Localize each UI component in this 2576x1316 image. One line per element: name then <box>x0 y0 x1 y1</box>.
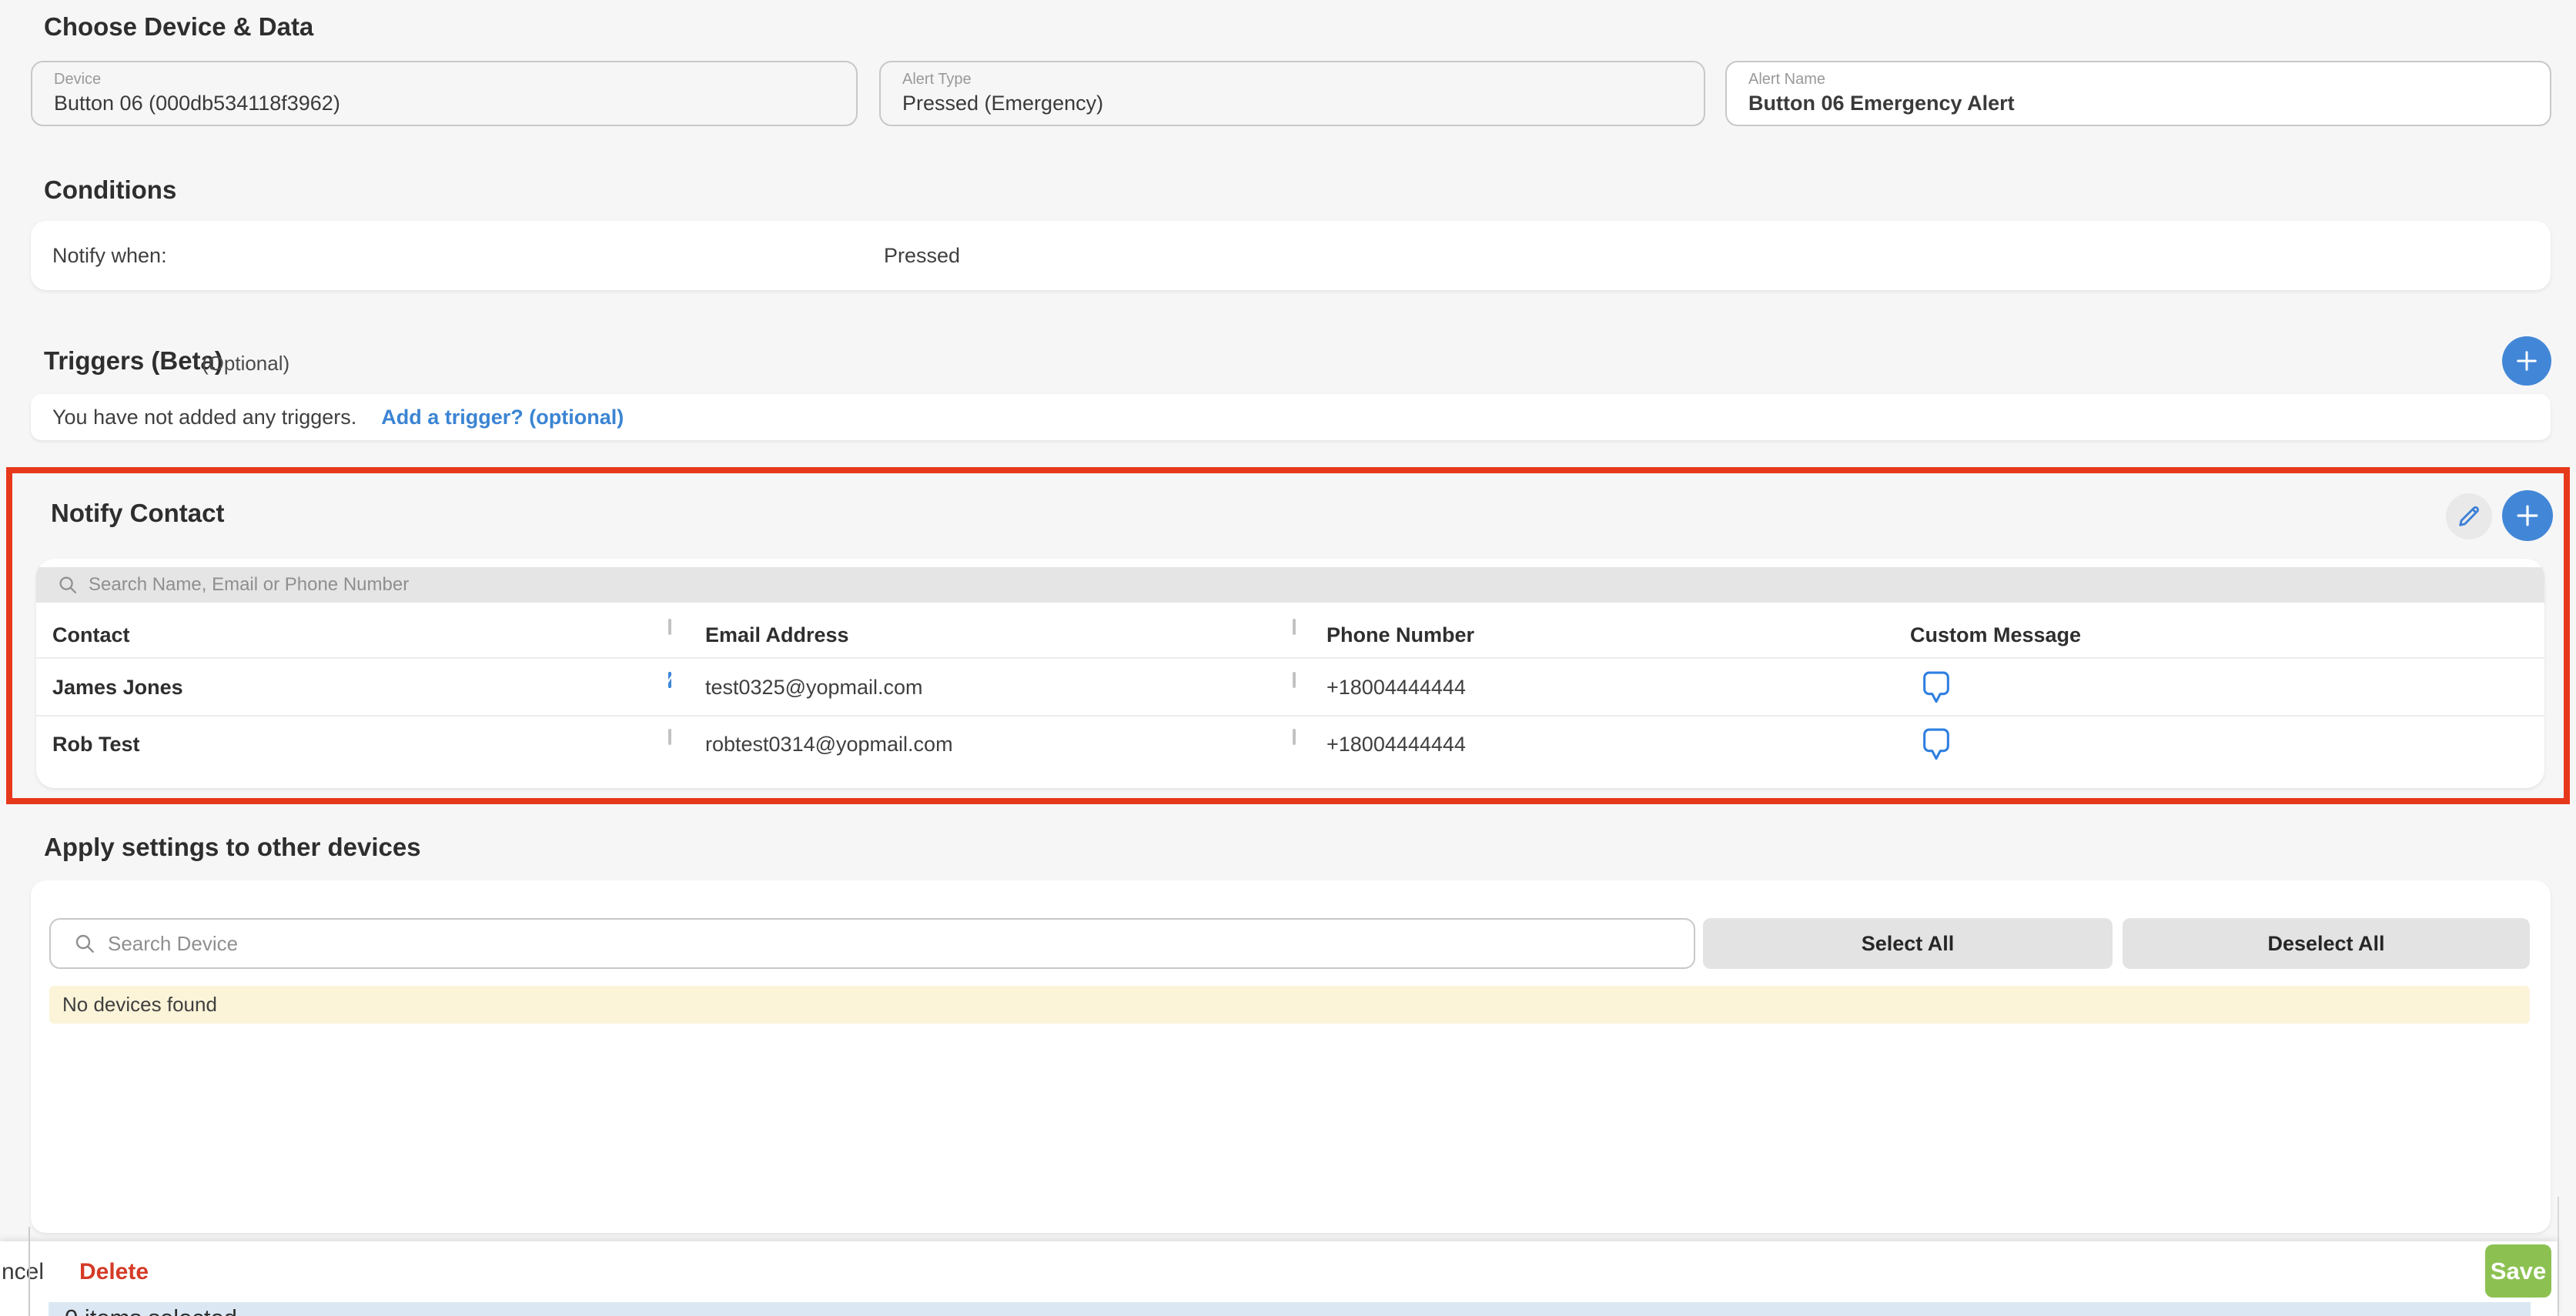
triggers-optional-label: (Optional) <box>202 352 290 375</box>
device-field[interactable]: Device Button 06 (000db534118f3962) <box>31 61 858 126</box>
items-selected-text: 0 items selected <box>65 1304 237 1316</box>
column-header-phone: Phone Number <box>1326 623 1475 646</box>
add-trigger-link[interactable]: Add a trigger? (optional) <box>381 405 624 429</box>
custom-message-icon[interactable] <box>1922 727 1951 763</box>
plus-icon <box>2513 501 2542 530</box>
phone-column-checkbox[interactable] <box>1293 619 1296 635</box>
apply-settings-card: Search Device Select All Deselect All No… <box>31 880 2551 1233</box>
contact-phone: +18004444444 <box>1326 675 1466 699</box>
no-devices-banner: No devices found <box>49 986 2530 1024</box>
device-field-label: Device <box>54 71 102 88</box>
device-field-value: Button 06 (000db534118f3962) <box>54 92 340 115</box>
notify-when-label: Notify when: <box>52 243 167 267</box>
notify-when-value: Pressed <box>884 243 961 267</box>
edit-contacts-button[interactable] <box>2446 493 2492 539</box>
selection-count-bar: 0 items selected <box>49 1302 2531 1316</box>
section-title-triggers: Triggers (Beta) <box>44 346 223 375</box>
conditions-card: Notify when: Pressed <box>31 221 2551 290</box>
delete-button[interactable]: Delete <box>79 1258 149 1284</box>
no-devices-text: No devices found <box>62 993 217 1016</box>
triggers-empty-card: You have not added any triggers. Add a t… <box>31 394 2551 440</box>
divider <box>36 715 2544 716</box>
custom-message-icon[interactable] <box>1922 670 1951 706</box>
phone-checkbox[interactable] <box>1293 729 1296 745</box>
alert-type-field[interactable]: Alert Type Pressed (Emergency) <box>879 61 1705 126</box>
contact-name: Rob Test <box>52 732 140 756</box>
device-search-input[interactable]: Search Device <box>49 918 1695 969</box>
triggers-empty-text: You have not added any triggers. <box>52 405 357 429</box>
section-title-notify-contact: Notify Contact <box>51 499 225 527</box>
alert-name-field[interactable]: Alert Name Button 06 Emergency Alert <box>1725 61 2551 126</box>
divider <box>2558 1197 2559 1316</box>
email-checkbox[interactable] <box>668 672 671 688</box>
email-column-checkbox[interactable] <box>668 619 671 635</box>
email-checkbox[interactable] <box>668 729 671 745</box>
contact-row: Rob Test robtest0314@yopmail.com +180044… <box>36 716 2544 773</box>
column-header-contact: Contact <box>52 623 130 646</box>
save-button[interactable]: Save <box>2485 1244 2551 1298</box>
deselect-all-button[interactable]: Deselect All <box>2123 918 2530 969</box>
contact-phone: +18004444444 <box>1326 732 1466 756</box>
notify-contact-card: Search Name, Email or Phone Number Conta… <box>36 559 2544 788</box>
section-title-conditions: Conditions <box>44 175 177 204</box>
add-contact-button[interactable] <box>2502 490 2553 541</box>
section-title-choose-device: Choose Device & Data <box>44 12 314 41</box>
search-icon <box>72 931 97 956</box>
select-all-button[interactable]: Select All <box>1703 918 2113 969</box>
contact-search-input[interactable]: Search Name, Email or Phone Number <box>36 567 2544 603</box>
phone-checkbox[interactable] <box>1293 672 1296 688</box>
contact-search-placeholder: Search Name, Email or Phone Number <box>89 574 410 595</box>
search-icon <box>56 573 79 596</box>
column-header-custom-message: Custom Message <box>1910 623 2082 646</box>
divider <box>36 657 2544 659</box>
contact-row: James Jones test0325@yopmail.com +180044… <box>36 659 2544 716</box>
alert-name-field-value: Button 06 Emergency Alert <box>1748 92 2015 115</box>
contact-name: James Jones <box>52 675 183 699</box>
column-header-email: Email Address <box>705 623 849 646</box>
alert-type-field-label: Alert Type <box>902 71 972 88</box>
add-trigger-button[interactable] <box>2502 336 2551 386</box>
contact-email: robtest0314@yopmail.com <box>705 732 953 756</box>
device-search-placeholder: Search Device <box>108 931 239 955</box>
cancel-button[interactable]: ncel <box>2 1258 45 1284</box>
contact-email: test0325@yopmail.com <box>705 675 923 699</box>
divider <box>28 1227 30 1316</box>
alert-type-field-value: Pressed (Emergency) <box>902 92 1104 115</box>
plus-icon <box>2513 347 2541 375</box>
alert-name-field-label: Alert Name <box>1748 71 1826 88</box>
pencil-icon <box>2455 503 2483 530</box>
section-title-apply-settings: Apply settings to other devices <box>44 833 421 861</box>
